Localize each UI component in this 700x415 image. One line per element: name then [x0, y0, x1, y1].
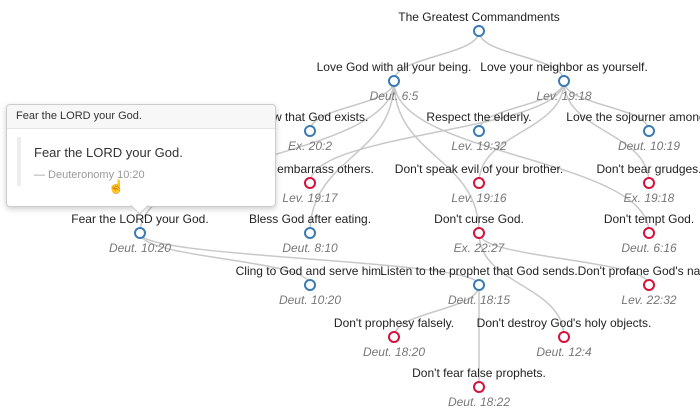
- node-reference: Lev. 19:16: [451, 191, 506, 205]
- tree-edge: [563, 80, 650, 184]
- tree-edge: [309, 80, 395, 234]
- node-label: Cling to God and serve him.: [236, 264, 385, 278]
- node-label: Don't fear false prophets.: [412, 366, 546, 380]
- tree-edge: [393, 284, 480, 338]
- node-reference: Ex. 19:18: [624, 191, 675, 205]
- node-reference: Deut. 10:20: [279, 293, 341, 307]
- node-reference: Deut. 12:4: [536, 345, 592, 359]
- node-label: Don't destroy God's holy objects.: [477, 316, 652, 330]
- node-reference: Ex. 20:2: [288, 139, 332, 153]
- node-reference: Deut. 18:15: [448, 293, 510, 307]
- node-label: Don't bear grudges.: [596, 162, 700, 176]
- tree-edge: [139, 232, 311, 286]
- node-label: Bless God after eating.: [249, 212, 371, 226]
- node-circle[interactable]: [388, 75, 400, 87]
- node-reference: Lev. 22:32: [621, 293, 676, 307]
- node-label: Respect the elderly.: [426, 110, 531, 124]
- node-reference: Ex. 22:27: [454, 241, 506, 255]
- node-label: Don't prophesy falsely.: [334, 316, 454, 330]
- tree-edge: [478, 80, 565, 132]
- node-label: Love God with all your being.: [317, 60, 472, 74]
- node-circle[interactable]: [473, 125, 485, 137]
- node-circle[interactable]: [643, 227, 655, 239]
- node-circle[interactable]: [473, 25, 485, 37]
- node-label: Listen to the prophet that God sends.: [380, 264, 577, 278]
- node-circle[interactable]: [473, 381, 485, 393]
- node-reference: Lev. 19:32: [451, 139, 506, 153]
- node-reference: Deut. 6:16: [621, 241, 677, 255]
- tree-edge: [563, 80, 650, 132]
- node-circle[interactable]: [643, 125, 655, 137]
- node-label: Love the sojourner among you.: [566, 110, 700, 124]
- tree-edge: [393, 80, 650, 234]
- node-circle[interactable]: [473, 177, 485, 189]
- node-reference: Deut. 18:22: [448, 395, 510, 409]
- node-label: Love your neighbor as yourself.: [480, 60, 647, 74]
- node-circle[interactable]: [643, 177, 655, 189]
- node-reference: Lev. 19:17: [282, 191, 338, 205]
- tree-edge: [478, 30, 565, 82]
- node-label: Fear the LORD your God.: [71, 212, 208, 226]
- node-reference: Lev. 19:18: [536, 89, 591, 103]
- tree-edge: [478, 232, 650, 286]
- node-label: Don't speak evil of your brother.: [395, 162, 563, 176]
- node-label: Don't profane God's name.: [578, 264, 700, 278]
- node-reference: Deut. 10:20: [109, 241, 171, 255]
- node-circle[interactable]: [473, 227, 485, 239]
- node-circle[interactable]: [134, 227, 146, 239]
- tree-edge: [478, 232, 565, 338]
- node-reference: Deut. 18:20: [363, 345, 425, 359]
- node-reference: Deut. 8:10: [282, 241, 338, 255]
- node-reference: Deut. 10:19: [618, 139, 680, 153]
- node-label: Don't tempt God.: [604, 212, 694, 226]
- tooltip-text: Fear the LORD your God.: [34, 145, 183, 160]
- tree-edge: [309, 80, 395, 132]
- node-circle[interactable]: [643, 279, 655, 291]
- tooltip-blockquote: Fear the LORD your God. — Deuteronomy 10…: [17, 137, 183, 186]
- hand-pointer-icon: ☝: [108, 179, 125, 194]
- node-circle[interactable]: [473, 279, 485, 291]
- node-circle[interactable]: [304, 227, 316, 239]
- tree-edge: [393, 80, 480, 234]
- tree-edge: [393, 30, 480, 82]
- node-circle[interactable]: [388, 331, 400, 343]
- tooltip-reference: — Deuteronomy 10:20: [34, 169, 145, 181]
- node-circle[interactable]: [304, 125, 316, 137]
- tree-edge: [309, 80, 565, 184]
- tooltip-popover: Fear the LORD your God. Fear the LORD yo…: [6, 104, 276, 207]
- node-label: Know that God exists.: [252, 110, 369, 124]
- node-label: Don't embarrass others.: [246, 162, 374, 176]
- node-circle[interactable]: [304, 177, 316, 189]
- node-label: The Greatest Commandments: [398, 10, 559, 24]
- tooltip-header: Fear the LORD your God.: [7, 105, 275, 129]
- node-circle[interactable]: [558, 331, 570, 343]
- node-reference: Deut. 6:5: [370, 89, 419, 103]
- tree-edge: [478, 80, 565, 184]
- tree-edge: [139, 232, 480, 286]
- node-circle[interactable]: [304, 279, 316, 291]
- node-label: Don't curse God.: [434, 212, 524, 226]
- node-circle[interactable]: [558, 75, 570, 87]
